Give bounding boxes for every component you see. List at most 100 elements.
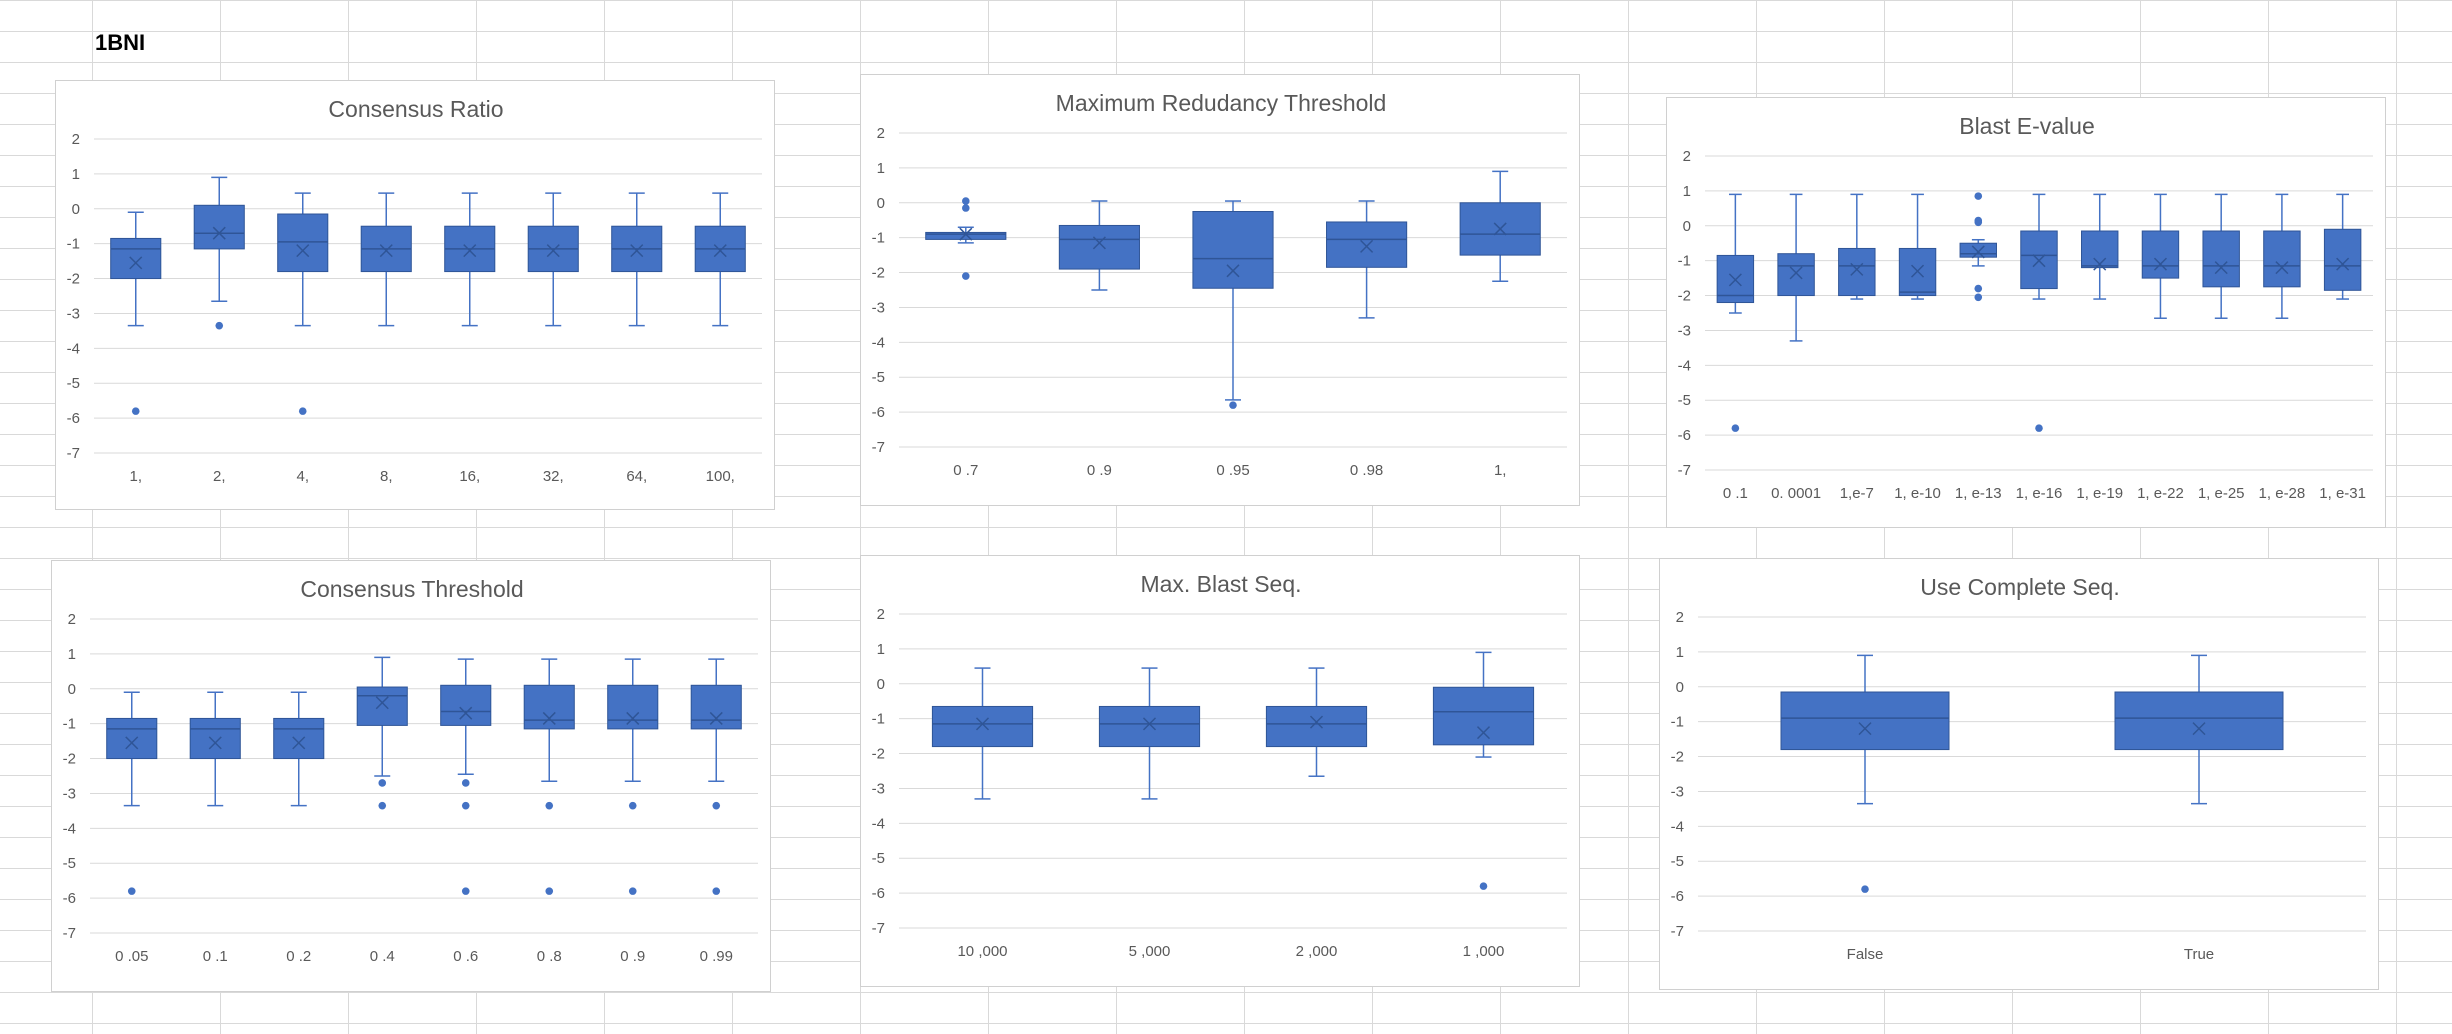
outlier-point <box>2035 424 2043 432</box>
x-tick-label: 0. 0001 <box>1771 485 1821 502</box>
box-iqr <box>110 237 162 280</box>
outlier-point <box>962 204 970 212</box>
x-tick-label: 1, e-10 <box>1894 485 1941 502</box>
y-tick-label: -5 <box>63 855 76 872</box>
box-iqr <box>1265 705 1368 748</box>
x-tick-label: 4, <box>296 468 309 485</box>
box-iqr <box>925 231 1007 240</box>
outlier-point <box>298 407 307 415</box>
chart-blast-e-value[interactable]: Blast E-value 2 1 0 -1 -2 -3 -4 -5 -6 -7 0 .1 0. 000… <box>1666 97 2386 528</box>
y-tick-label: -4 <box>67 340 80 357</box>
y-tick-label: 0 <box>1676 679 1684 696</box>
mean-marker <box>2153 257 2167 271</box>
mean-marker <box>208 736 222 750</box>
x-tick-label: 0 .9 <box>620 948 645 965</box>
x-tick-label: 8, <box>380 468 393 485</box>
y-tick-label: -2 <box>1678 288 1691 305</box>
chart-max-blast-seq[interactable]: Max. Blast Seq. 2 1 0 -1 -2 -3 -4 -5 -6 -7 10 ,000 5… <box>860 555 1580 987</box>
mean-marker <box>463 244 477 258</box>
box-2 <box>1098 667 1201 800</box>
box-6 <box>527 192 579 327</box>
y-tick-label: -4 <box>1678 357 1691 374</box>
y-tick-label: -6 <box>872 404 885 421</box>
y-tick-label: -2 <box>872 746 885 763</box>
mean-marker <box>296 244 310 258</box>
outlier-point <box>962 272 970 280</box>
y-tick-label: -4 <box>63 820 76 837</box>
chart-svg: Max. Blast Seq. 2 1 0 -1 -2 -3 -4 -5 -6 -7 10 ,000 5… <box>872 571 1567 960</box>
box-4 <box>360 192 412 327</box>
chart-title: Blast E-value <box>1959 113 2095 139</box>
outlier-point <box>1974 293 1983 302</box>
box-4 <box>1326 200 1408 319</box>
y-tick-label: -6 <box>872 885 885 902</box>
y-tick-label: -3 <box>872 299 885 316</box>
mean-marker <box>975 717 990 731</box>
x-tick-label: False <box>1847 946 1884 963</box>
box-1 <box>106 691 158 895</box>
x-tick-label: 0 .99 <box>700 948 733 965</box>
y-tick-label: -2 <box>63 751 76 768</box>
y-tick-label: 1 <box>877 160 885 177</box>
mean-marker <box>713 244 727 258</box>
box-3 <box>273 691 325 807</box>
outlier-point <box>378 801 387 810</box>
box-iqr <box>690 684 742 730</box>
chart-consensus-threshold[interactable]: Consensus Threshold 2 1 0 -1 -2 -3 -4 -5 -6 -7 0 .0… <box>51 560 771 992</box>
mean-marker <box>1971 245 1985 259</box>
y-tick-label: -4 <box>1671 818 1684 835</box>
x-tick-label: 1 ,000 <box>1463 943 1505 960</box>
outlier-point <box>461 779 470 787</box>
box-2 <box>189 691 241 807</box>
box-1 <box>931 667 1034 800</box>
y-tick-label: -3 <box>67 305 80 322</box>
chart-maximum-redudancy-threshold[interactable]: Maximum Redudancy Threshold 2 1 0 -1 -2 -3 -4 -5… <box>860 74 1580 506</box>
x-tick-label: 0 .95 <box>1216 462 1249 479</box>
outlier-point <box>215 321 224 330</box>
box-6 <box>2020 193 2058 432</box>
box-2 <box>193 176 245 330</box>
y-tick-label: -1 <box>872 230 885 247</box>
chart-title: Max. Blast Seq. <box>1140 571 1301 597</box>
box-iqr <box>607 684 659 730</box>
mean-marker <box>1142 717 1157 731</box>
box-iqr <box>189 717 241 760</box>
chart-use-complete-seq[interactable]: Use Complete Seq. 2 1 0 -1 -2 -3 -4 -5 -6 -7 False T… <box>1659 558 2379 990</box>
box-1 <box>1780 654 1950 893</box>
box-iqr <box>931 705 1034 748</box>
x-tick-label: 100, <box>706 468 735 485</box>
outlier-point <box>1229 401 1237 409</box>
chart-consensus-ratio[interactable]: Consensus Ratio 2 1 0 -1 -2 -3 -4 -5 -6 -7 1, 2, 4, 8,… <box>55 80 775 510</box>
box-4 <box>1898 193 1937 300</box>
box-5 <box>1459 170 1541 283</box>
y-tick-label: -7 <box>1678 462 1691 479</box>
box-9 <box>2202 193 2240 319</box>
y-tick-label: 2 <box>877 125 885 142</box>
box-iqr <box>193 204 245 250</box>
y-tick-label: 2 <box>72 131 80 148</box>
x-tick-label: 1, e-19 <box>2076 485 2123 502</box>
y-tick-label: 0 <box>1683 218 1691 235</box>
x-tick-label: 5 ,000 <box>1129 943 1171 960</box>
x-tick-label: 2 ,000 <box>1296 943 1338 960</box>
sheet-label: 1BNI <box>95 30 146 55</box>
box-iqr <box>1777 253 1815 297</box>
mean-marker <box>129 256 143 270</box>
box-8 <box>690 658 742 895</box>
box-iqr <box>1192 211 1274 289</box>
y-tick-label: -5 <box>872 850 885 867</box>
box-4 <box>1432 651 1535 890</box>
mean-marker <box>1476 726 1491 740</box>
y-tick-label: -3 <box>872 780 885 797</box>
x-tick-label: True <box>2184 946 2214 963</box>
y-tick-label: -1 <box>67 236 80 253</box>
box-iqr <box>356 686 408 726</box>
box-iqr <box>2263 230 2301 288</box>
mean-marker <box>626 711 640 725</box>
y-tick-label: -7 <box>67 445 80 462</box>
y-tick-label: 0 <box>72 201 80 218</box>
box-8 <box>2141 193 2180 319</box>
box-1 <box>110 211 162 415</box>
mean-marker <box>1858 722 1872 736</box>
mean-marker <box>212 226 226 240</box>
